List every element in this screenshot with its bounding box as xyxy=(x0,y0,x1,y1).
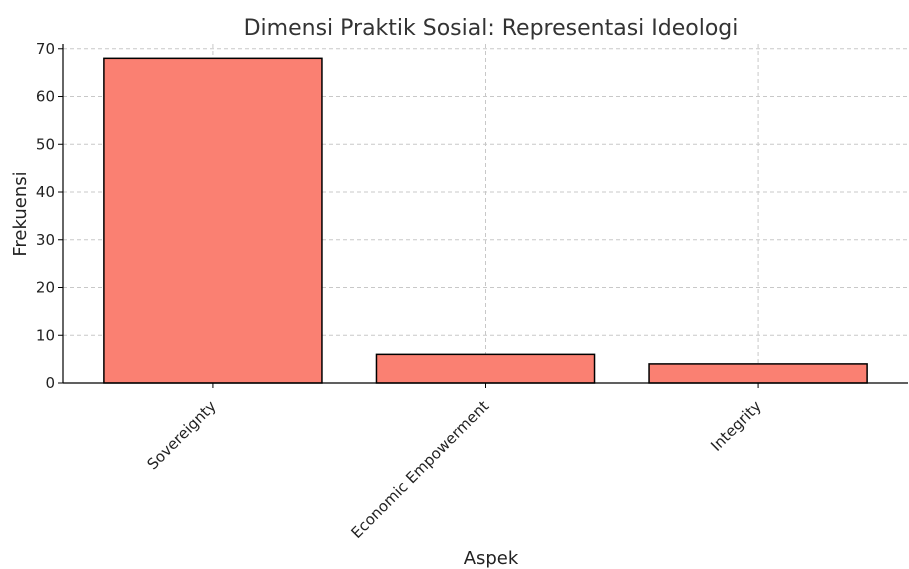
x-ticks: Sovereignty Economic Empowerment Integrity xyxy=(144,383,765,542)
bars-layer xyxy=(103,57,868,384)
y-tick-label: 60 xyxy=(36,88,55,106)
x-tick-label: Integrity xyxy=(707,397,765,455)
y-tick-label: 40 xyxy=(36,183,55,201)
x-axis-label: Aspek xyxy=(464,548,519,569)
bar-integrity xyxy=(648,363,868,384)
y-tick-label: 10 xyxy=(36,326,55,344)
y-tick-label: 50 xyxy=(36,135,55,153)
y-tick-label: 70 xyxy=(36,40,55,58)
y-tick-label: 20 xyxy=(36,279,55,297)
x-tick-label: Sovereignty xyxy=(144,397,220,473)
bar-sovereignty xyxy=(103,57,323,384)
chart-title: Dimensi Praktik Sosial: Representasi Ide… xyxy=(244,16,739,41)
x-tick-label: Economic Empowerment xyxy=(348,397,493,542)
y-tick-label: 30 xyxy=(36,231,55,249)
y-axis-label: Frekuensi xyxy=(10,171,31,256)
y-tick-label: 0 xyxy=(45,374,55,392)
bar-economic-empowerment xyxy=(375,353,596,384)
y-ticks: 0 10 20 30 40 50 60 70 xyxy=(36,40,63,392)
